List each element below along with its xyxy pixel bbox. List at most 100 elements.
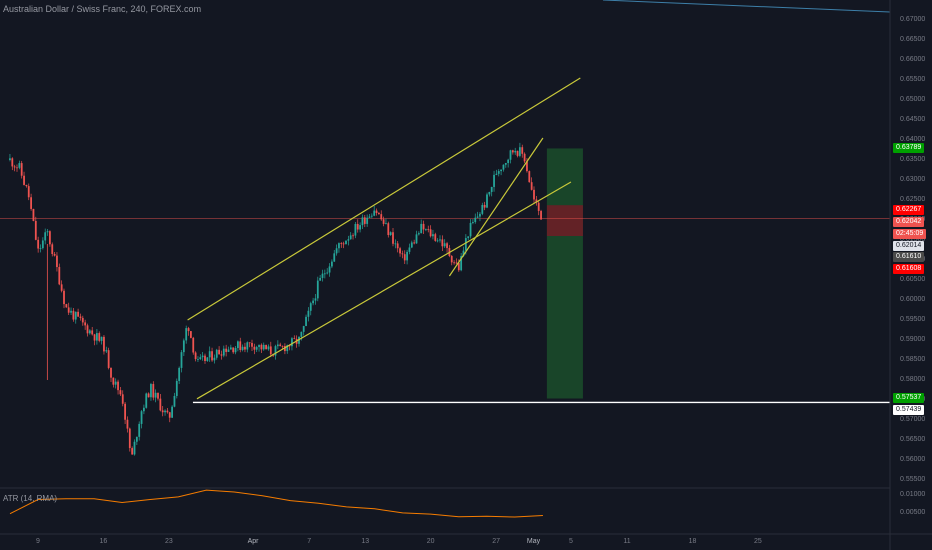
candle-body [335, 248, 338, 254]
candle-body [77, 311, 79, 317]
candle-body [314, 298, 317, 301]
candle-body [60, 284, 63, 291]
candle-body [105, 350, 108, 352]
candle-body [476, 216, 479, 218]
candle-body [326, 272, 329, 274]
candle-body [321, 273, 324, 278]
candle-body [253, 346, 256, 350]
candle-body [124, 403, 126, 420]
atr-label[interactable]: ATR (14, RMA) [3, 494, 58, 503]
candle-body [206, 357, 209, 361]
candle-body [432, 234, 434, 237]
price-badge-low: 0.61608 [893, 264, 925, 274]
candle-body [150, 384, 152, 398]
candle-body [333, 253, 336, 262]
candle-body [373, 210, 376, 216]
candle-body [389, 232, 392, 236]
trend-lines[interactable] [187, 0, 891, 404]
price-tick-label: 0.66500 [900, 36, 926, 43]
candle-body [140, 411, 143, 424]
candle-body [138, 423, 141, 437]
top-trend-line [602, 0, 891, 13]
candle-body [41, 240, 44, 249]
price-tick-label: 0.60000 [900, 296, 926, 303]
candle-body [246, 342, 249, 350]
time-tick-label: 20 [426, 538, 435, 545]
candle-body [439, 239, 441, 241]
candle-body [164, 410, 166, 413]
time-tick-label: Apr [247, 538, 259, 545]
candle-body [443, 243, 446, 247]
candle-body [274, 346, 277, 356]
candle-body [56, 255, 58, 268]
candle-body [211, 351, 213, 361]
candle-body [96, 333, 98, 341]
candle-body [178, 367, 181, 381]
candle-body [453, 262, 455, 264]
candle-body [88, 330, 91, 334]
candle-body [173, 395, 176, 407]
time-tick-label: 25 [754, 538, 762, 545]
candle-body [74, 311, 77, 320]
price-tick-label: 0.62500 [900, 196, 926, 203]
candle-body [413, 242, 416, 244]
candle-body [319, 277, 322, 281]
time-tick-label: 27 [492, 538, 501, 545]
candle-body [159, 398, 162, 411]
time-tick-label: May [526, 538, 541, 545]
candle-body [467, 236, 470, 239]
candle-body [93, 334, 96, 341]
candle-body [262, 344, 265, 350]
candle-body [479, 213, 481, 217]
candle-body [446, 243, 448, 249]
candle-body [356, 223, 359, 230]
candle-body [157, 392, 159, 399]
candle-body [152, 384, 155, 398]
symbol-title[interactable]: Australian Dollar / Swiss Franc, 240, FO… [3, 4, 202, 14]
candle-body [67, 307, 70, 313]
candle-body [514, 150, 517, 153]
candle-body [422, 223, 425, 230]
time-tick-label: 9 [36, 538, 40, 545]
candle-body [227, 349, 230, 352]
candle-body [502, 164, 505, 170]
candle-body [215, 349, 218, 358]
candle-body [420, 223, 423, 234]
candle-body [11, 158, 14, 167]
time-tick-label: 18 [688, 538, 697, 545]
candle-body [504, 163, 507, 165]
candle-body [455, 262, 458, 264]
price-tick-label: 0.63500 [900, 156, 926, 163]
price-badge-target: 0.63789 [893, 143, 925, 153]
candle-body [39, 248, 42, 249]
candle-body [530, 182, 533, 190]
candle-body [248, 342, 251, 344]
candle-body [168, 412, 171, 418]
candle-body [58, 267, 61, 285]
price-tick-label: 0.59000 [900, 336, 926, 343]
price-badge-stop: 0.62267 [893, 205, 925, 215]
candle-body [175, 380, 178, 396]
candle-body [293, 338, 296, 340]
candle-body [244, 346, 246, 350]
candle-body [23, 175, 25, 185]
position-zones [0, 148, 890, 399]
candle-body [410, 242, 413, 248]
candle-body [521, 147, 524, 154]
candle-body [408, 247, 411, 252]
candle-body [79, 316, 82, 318]
candle-body [161, 410, 164, 413]
candle-body [107, 350, 110, 368]
price-tick-label: 0.56000 [900, 456, 926, 463]
price-badge-support-a: 0.57537 [893, 393, 925, 403]
candle-body [460, 256, 463, 271]
candle-body [194, 352, 197, 360]
candle-body [25, 184, 28, 187]
candle-body [100, 336, 103, 341]
candle-body [436, 240, 439, 242]
candle-body [519, 147, 521, 156]
candle-body [394, 243, 397, 245]
candle-body [232, 347, 235, 353]
time-tick-label: 23 [164, 538, 173, 545]
